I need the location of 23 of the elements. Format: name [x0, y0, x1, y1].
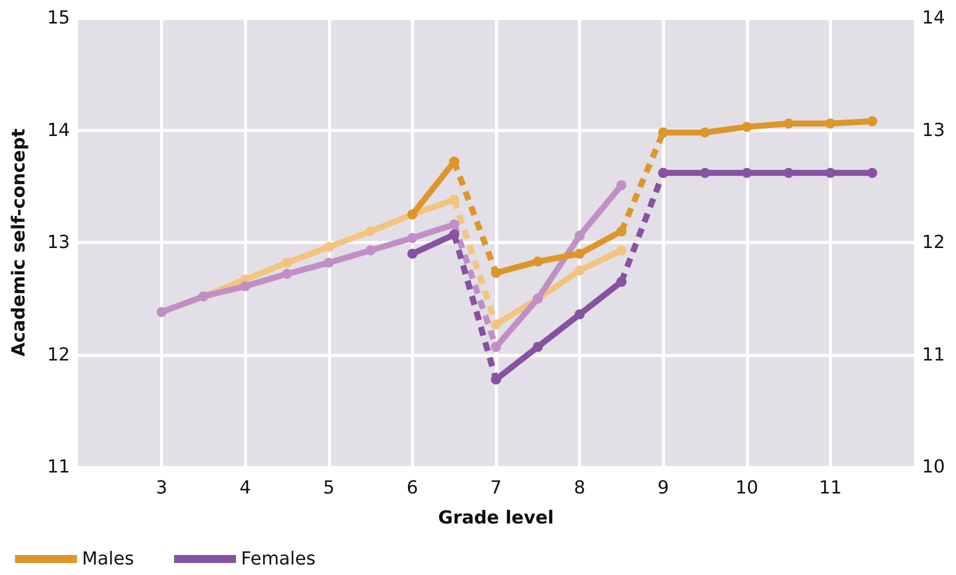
legend-label: Males: [82, 548, 134, 570]
x-tick-label: 5: [323, 478, 335, 498]
y2-tick-label: 10: [922, 456, 945, 478]
x-tick-label: 10: [735, 478, 758, 498]
y2-tick-label: 12: [922, 232, 945, 253]
y-tick-label: 15: [47, 8, 70, 28]
y-tick-label: 14: [47, 120, 70, 141]
x-tick-label: 3: [156, 478, 168, 498]
x-axis-title: Grade level: [438, 508, 554, 528]
y-tick-label: 13: [47, 232, 70, 253]
x-tick-label: 9: [657, 478, 669, 498]
y2-tick-label: 13: [922, 120, 945, 141]
x-tick-label: 6: [406, 478, 418, 498]
x-tick-label: 8: [574, 478, 586, 498]
x-tick-label: 4: [239, 478, 251, 498]
y-axis-title: Academic self-concept: [8, 128, 30, 356]
y2-tick-label: 11: [922, 344, 945, 366]
y-tick-label: 11: [47, 456, 70, 478]
legend-label: Females: [241, 548, 316, 570]
x-tick-label: 11: [818, 478, 842, 498]
x-tick-label: 7: [490, 478, 502, 498]
y-tick-label: 12: [47, 344, 70, 366]
y2-tick-label: 14: [922, 8, 945, 28]
